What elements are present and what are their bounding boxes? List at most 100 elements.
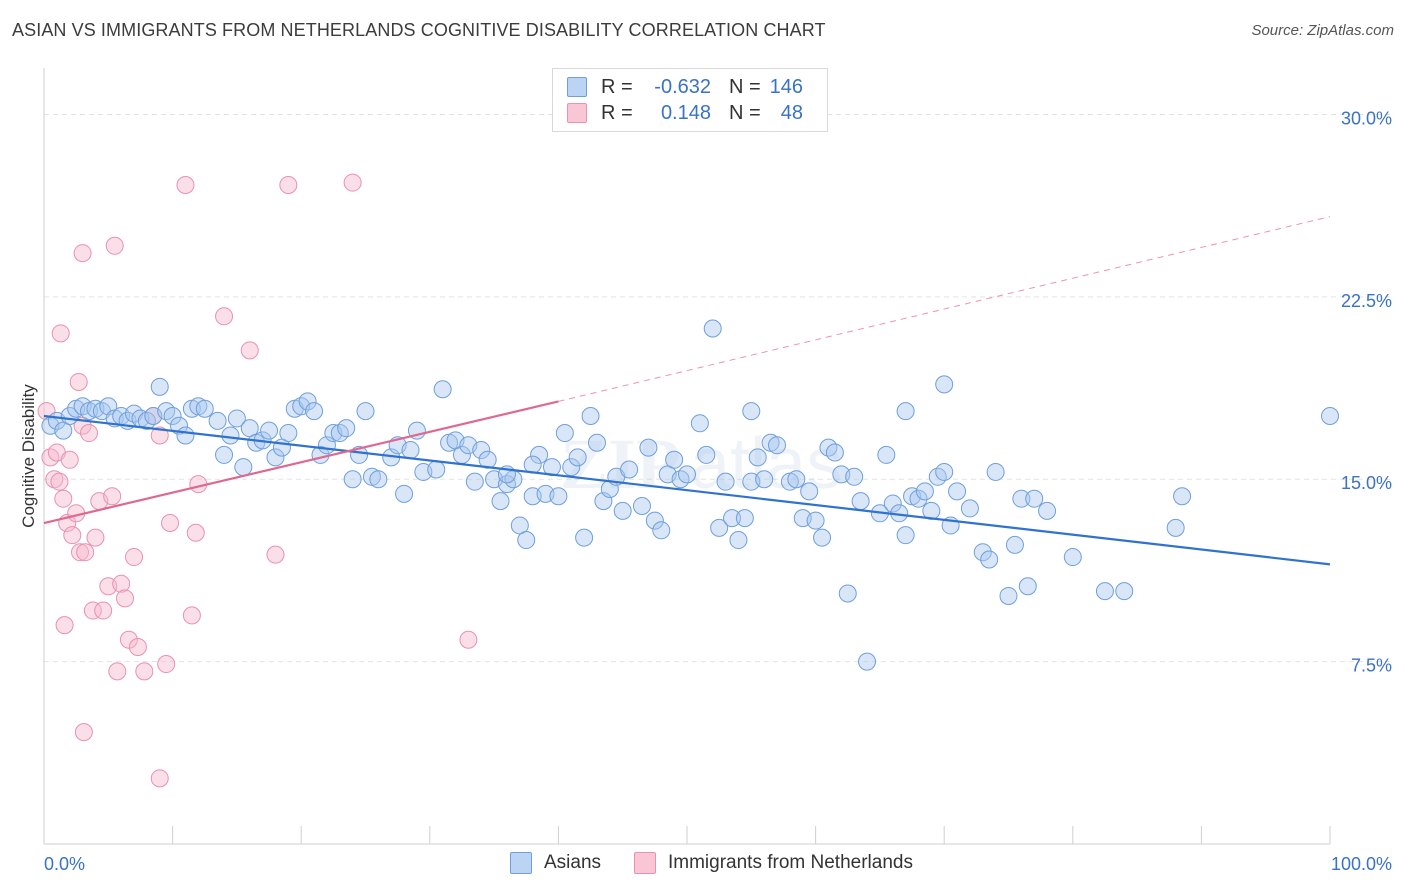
r-value: 0.148 (660, 101, 711, 124)
r-value: -0.632 (654, 75, 711, 98)
asian-point (909, 489, 928, 508)
asian-point (703, 319, 722, 338)
asian-point (1063, 548, 1082, 567)
asian-point (632, 496, 651, 515)
netherlands-point (459, 630, 478, 649)
asian-point (163, 407, 182, 426)
asian-point (1173, 487, 1192, 506)
netherlands-point (161, 514, 180, 533)
y-tick-label: 15.0% (1341, 473, 1392, 493)
asian-point (1166, 518, 1185, 537)
asian-point (896, 402, 915, 421)
asian-point (697, 445, 716, 464)
asian-point (356, 402, 375, 421)
netherlands-point (51, 324, 70, 343)
netherlands-legend-label: Immigrants from Netherlands (668, 852, 913, 873)
asian-point (825, 443, 844, 462)
r-label: R = (601, 75, 633, 98)
asian-point (980, 550, 999, 569)
netherlands-point (108, 662, 127, 681)
asian-point (755, 470, 774, 489)
asian-point (215, 445, 234, 464)
netherlands-point (73, 244, 92, 263)
asian-point (575, 528, 594, 547)
asian-point (555, 424, 574, 443)
asian-point (581, 407, 600, 426)
n-value: 146 (769, 75, 803, 98)
watermark-zip: ZIP (560, 424, 680, 504)
legend-row-netherlands: R = 0.148 N = 48 (567, 101, 803, 125)
n-value: 48 (780, 101, 803, 124)
asians-legend-label: Asians (544, 852, 602, 873)
asian-point (562, 458, 581, 477)
asian-point (710, 518, 729, 537)
asians-legend-swatch (510, 852, 532, 874)
chart-title: ASIAN VS IMMIGRANTS FROM NETHERLANDS COG… (12, 20, 826, 40)
asian-point (639, 438, 658, 457)
netherlands-point (54, 489, 73, 508)
y-tick-label: 30.0% (1341, 108, 1392, 128)
asian-point (960, 499, 979, 518)
netherlands-point (69, 372, 88, 391)
asian-point (877, 445, 896, 464)
asian-point (935, 462, 954, 481)
netherlands-point (150, 769, 169, 788)
asians-swatch (567, 77, 587, 97)
asian-point (395, 484, 414, 503)
asian-point (729, 531, 748, 550)
netherlands-point (279, 175, 298, 194)
netherlands-point (50, 472, 69, 491)
asian-point (305, 402, 324, 421)
asian-point (1321, 407, 1339, 426)
asian-point (800, 482, 819, 501)
asian-point (568, 448, 587, 467)
netherlands-point (176, 175, 195, 194)
asian-point (645, 511, 664, 530)
asian-point (1018, 577, 1037, 596)
source-label: Source: ZipAtlas.com (1251, 22, 1394, 39)
y-tick-label: 22.5% (1341, 291, 1392, 311)
asian-point (748, 448, 767, 467)
asian-point (298, 392, 317, 411)
tick-labels: 7.5% 15.0% 22.5% 30.0% 0.0% 100.0% (44, 108, 1392, 874)
asian-point (915, 482, 934, 501)
axes (43, 68, 1331, 845)
asian-point (433, 380, 452, 399)
netherlands-trend-line (43, 400, 559, 525)
netherlands-points (37, 173, 478, 788)
zipatlas-watermark: ZIP atlas (560, 424, 842, 504)
asian-point (1025, 489, 1044, 508)
asian-point (517, 531, 536, 550)
asian-point (1095, 582, 1114, 601)
netherlands-point (119, 630, 138, 649)
asian-point (935, 375, 954, 394)
netherlands-trend-extension (558, 216, 1331, 402)
netherlands-point (74, 723, 93, 742)
n-label: N = (729, 75, 761, 98)
netherlands-point (55, 616, 74, 635)
asian-point (690, 414, 709, 433)
asian-point (530, 445, 549, 464)
n-label: N = (729, 101, 761, 124)
asian-point (858, 652, 877, 671)
stats-legend: R = -0.632 N = 146 R = 0.148 N = 48 (552, 68, 828, 132)
asian-point (337, 419, 356, 438)
netherlands-point (76, 543, 95, 562)
asian-point (1012, 489, 1031, 508)
asian-point (620, 460, 639, 479)
netherlands-point (83, 601, 102, 620)
asian-point (465, 472, 484, 491)
asian-point (742, 402, 761, 421)
netherlands-point (215, 307, 234, 326)
asian-point (806, 511, 825, 530)
grid-lines (44, 113, 1392, 663)
asian-point (227, 409, 246, 428)
asian-point (343, 470, 362, 489)
netherlands-point (80, 424, 99, 443)
asian-point (587, 433, 606, 452)
netherlands-point (63, 526, 82, 545)
netherlands-point (240, 341, 259, 360)
netherlands-point (135, 662, 154, 681)
asian-point (973, 543, 992, 562)
